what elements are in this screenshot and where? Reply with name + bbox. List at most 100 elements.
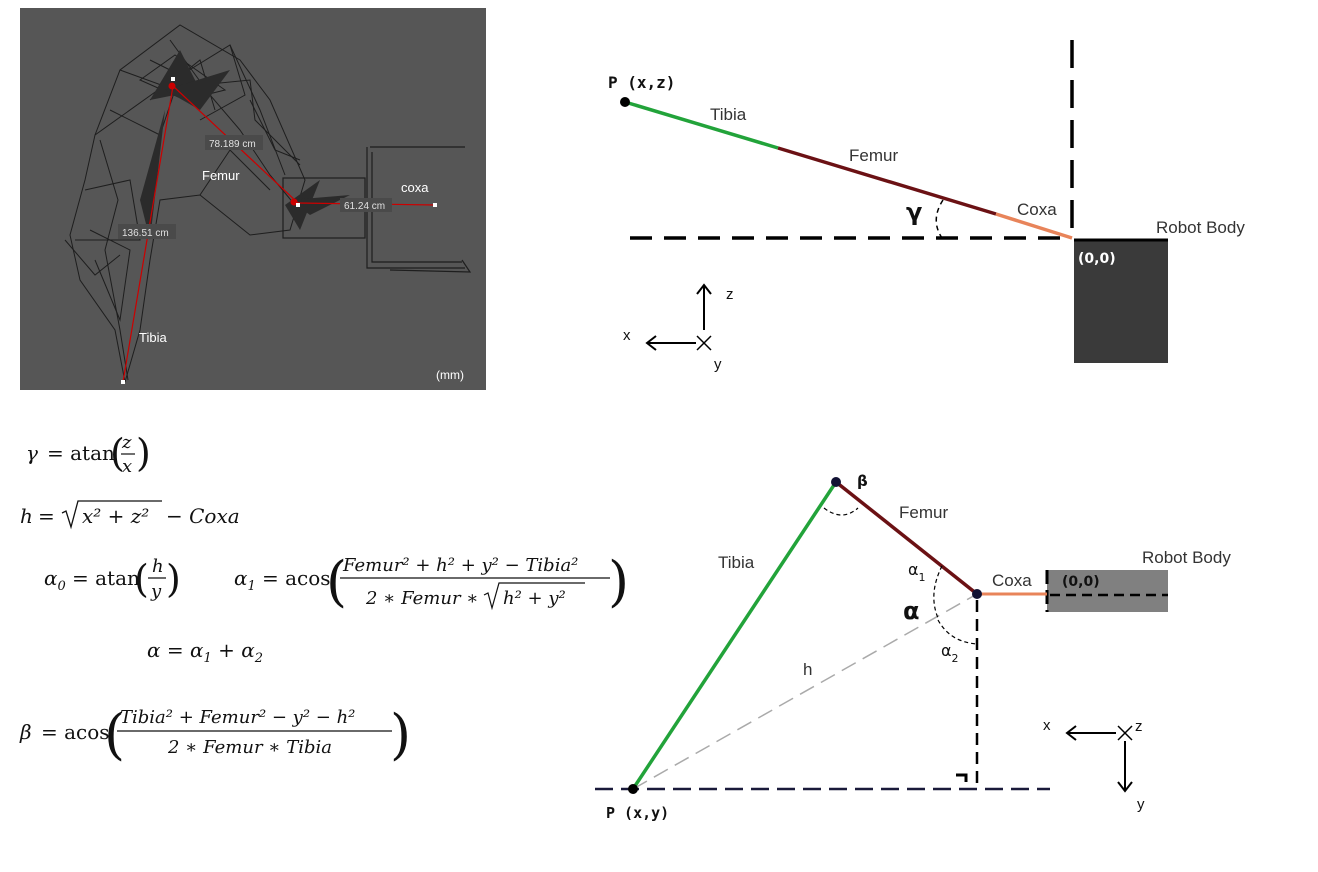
bottom-h-label: h	[803, 660, 812, 679]
cad-femur-label: Femur	[202, 168, 240, 183]
top-femur-label: Femur	[849, 146, 898, 165]
eq-gamma-rparen: )	[136, 431, 151, 475]
top-femur-segment	[777, 146, 997, 216]
top-axes-widget	[645, 283, 712, 351]
bottom-knee-point	[831, 477, 841, 487]
eq-alpha0-lhs: α0	[44, 566, 66, 594]
top-diagram: P (x,z) Tibia Femur Coxa γ Robot Body (0…	[608, 40, 1245, 373]
top-gamma-arc	[935, 199, 944, 239]
bottom-alpha2-arc	[937, 619, 978, 645]
cad-dim-femur-bg	[205, 135, 263, 150]
bottom-diagram: P (x,y) Tibia Femur Coxa β α α1 α2 h Rob…	[595, 472, 1231, 822]
eq-beta-lparen: (	[104, 703, 125, 766]
top-axis-z-label: z	[726, 286, 734, 303]
bottom-axes-widget	[1065, 725, 1133, 793]
eq-h-op: =	[38, 504, 55, 528]
eq-alpha0-den: y	[150, 581, 162, 602]
bottom-origin-label: (0,0)	[1062, 574, 1100, 590]
eq-gamma-den: x	[122, 456, 132, 477]
top-robot-body-label: Robot Body	[1156, 218, 1245, 237]
top-tibia-label: Tibia	[710, 105, 747, 124]
eq-alpha1-den-rad: h² + y²	[503, 588, 566, 609]
bottom-tibia-label: Tibia	[718, 553, 755, 572]
eq-alpha1-radical	[483, 582, 585, 611]
cad-joint-shading	[140, 50, 350, 240]
cad-tibia-label: Tibia	[139, 330, 167, 345]
eq-alpha0-op: = atan	[72, 566, 140, 590]
bottom-axis-x-label: x	[1043, 717, 1051, 734]
eq-beta-num: Tibia² + Femur² − y² − h²	[120, 707, 355, 728]
cad-dim-coxa: 61.24 cm	[344, 201, 385, 212]
bottom-coxa-label: Coxa	[992, 571, 1032, 590]
bottom-robot-body-label: Robot Body	[1142, 548, 1231, 567]
eq-alpha1: α1 = acos ( Femur² + h² + y² − Tibia² 2 …	[234, 550, 629, 613]
cad-coxa-end-marker	[433, 203, 437, 207]
eq-alpha-text: α = α1 + α2	[147, 638, 263, 666]
bottom-axis-z-label: z	[1135, 718, 1143, 735]
cad-background	[20, 8, 486, 390]
eq-alpha1-lhs: α1	[234, 566, 256, 594]
cad-hip-marker	[296, 203, 300, 207]
eq-h-lhs: h	[20, 504, 33, 528]
eq-gamma-lparen: (	[110, 431, 125, 475]
cad-coxa-label: coxa	[401, 180, 429, 195]
cad-dim-tibia-bg	[118, 224, 176, 239]
eq-alpha: α = α1 + α2	[147, 638, 263, 666]
bottom-beta-label: β	[857, 472, 868, 490]
bottom-h-dashed	[632, 593, 978, 790]
cad-hip-joint	[290, 198, 298, 206]
eq-h-radical	[61, 500, 162, 530]
cad-knee-marker	[171, 77, 175, 81]
top-robot-body	[1074, 240, 1168, 363]
cad-knee-joint	[168, 82, 176, 90]
eq-alpha1-rparen: )	[608, 550, 629, 613]
top-foot-point	[620, 97, 630, 107]
bottom-right-angle-mark	[956, 773, 968, 782]
eq-h-radicand: x² + z²	[82, 504, 149, 528]
bottom-foot-point	[628, 784, 638, 794]
eq-beta-den: 2 ∗ Femur ∗ Tibia	[167, 737, 332, 758]
bottom-tibia-segment	[631, 481, 838, 790]
bottom-point-label: P (x,y)	[606, 804, 669, 822]
top-tibia-segment	[624, 100, 779, 150]
eq-alpha0-rparen: )	[166, 557, 181, 601]
eq-gamma-lhs: γ	[26, 441, 38, 465]
eq-gamma-op: = atan	[47, 441, 115, 465]
eq-beta-op: = acos	[41, 720, 110, 744]
cad-dim-femur: 78.189 cm	[209, 139, 256, 150]
bottom-alpha1-arc	[933, 565, 943, 619]
eq-alpha0: α0 = atan ( h y )	[44, 556, 181, 602]
cad-foot-marker	[121, 380, 125, 384]
cad-panel: 78.189 cm 61.24 cm 136.51 cm Femur coxa …	[20, 8, 486, 390]
eq-alpha1-num: Femur² + h² + y² − Tibia²	[342, 555, 578, 576]
eq-alpha1-lparen: (	[326, 550, 347, 613]
top-axis-x-label: x	[623, 327, 631, 344]
bottom-axis-y-label: y	[1137, 796, 1145, 813]
top-axis-y-label: y	[714, 356, 722, 373]
eq-beta: β = acos ( Tibia² + Femur² − y² − h² 2 ∗…	[19, 703, 411, 766]
eq-beta-lhs: β	[19, 720, 32, 744]
eq-h: h = x² + z² − Coxa	[20, 500, 240, 530]
eq-alpha1-den-a: 2 ∗ Femur ∗	[365, 588, 479, 609]
cad-dim-tibia: 136.51 cm	[122, 228, 169, 239]
cad-dim-coxa-bg	[340, 198, 392, 212]
eq-alpha0-lparen: (	[134, 557, 149, 601]
eq-gamma: γ = atan ( z x )	[26, 431, 151, 477]
cad-coxa-bracket	[282, 146, 472, 273]
top-coxa-segment	[995, 212, 1073, 240]
bottom-robot-body	[1047, 570, 1168, 612]
top-point-label: P (x,z)	[608, 73, 675, 92]
bottom-alpha2-label: α2	[941, 641, 959, 665]
equations: γ = atan ( z x ) h = x² + z² − Coxa α0 =…	[19, 431, 629, 766]
bottom-hip-point	[972, 589, 982, 599]
bottom-femur-segment	[834, 480, 979, 596]
eq-beta-rparen: )	[390, 703, 411, 766]
eq-alpha0-num: h	[152, 556, 164, 577]
eq-h-tail: − Coxa	[166, 504, 240, 528]
bottom-alpha-label: α	[903, 597, 920, 625]
bottom-alpha1-label: α1	[908, 560, 926, 584]
eq-alpha1-op: = acos	[262, 566, 331, 590]
top-origin-label: (0,0)	[1078, 251, 1116, 267]
bottom-beta-arc	[823, 507, 859, 516]
